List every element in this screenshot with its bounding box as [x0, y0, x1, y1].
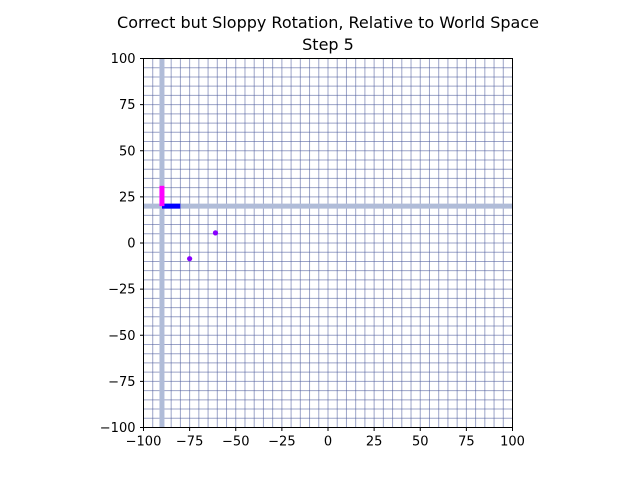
y-tick-label: 100 [111, 52, 136, 67]
x-tick-label: −50 [222, 435, 249, 450]
x-tick-label: 25 [366, 435, 383, 450]
x-tick-label: −100 [126, 435, 162, 450]
grid [143, 58, 513, 428]
y-tick-label: 0 [127, 237, 135, 252]
data-point [212, 230, 219, 236]
y-tick-label: 25 [119, 190, 136, 205]
points [187, 230, 219, 262]
chart-title: Correct but Sloppy Rotation, Relative to… [117, 13, 539, 32]
x-tick-label: 0 [324, 435, 332, 450]
world-axes [143, 58, 513, 428]
local-frame [159, 185, 181, 209]
data-point [187, 256, 193, 262]
axis-ticks: −100 −75 −50 −25 0 25 50 75 100 −100 −75 −50 −25 0 25 5… [100, 52, 525, 450]
x-tick-label: −25 [268, 435, 295, 450]
x-tick-label: 75 [458, 435, 475, 450]
x-tick-label: 100 [500, 435, 525, 450]
x-tick-label: −75 [176, 435, 203, 450]
y-tick-label: −25 [108, 283, 135, 298]
y-tick-label: 75 [119, 98, 136, 113]
y-tick-label: −75 [108, 375, 135, 390]
y-tick-label: −100 [100, 421, 136, 436]
y-tick-label: −50 [108, 329, 135, 344]
chart-subtitle: Step 5 [302, 35, 354, 54]
y-tick-label: 50 [119, 144, 136, 159]
x-tick-label: 50 [412, 435, 429, 450]
